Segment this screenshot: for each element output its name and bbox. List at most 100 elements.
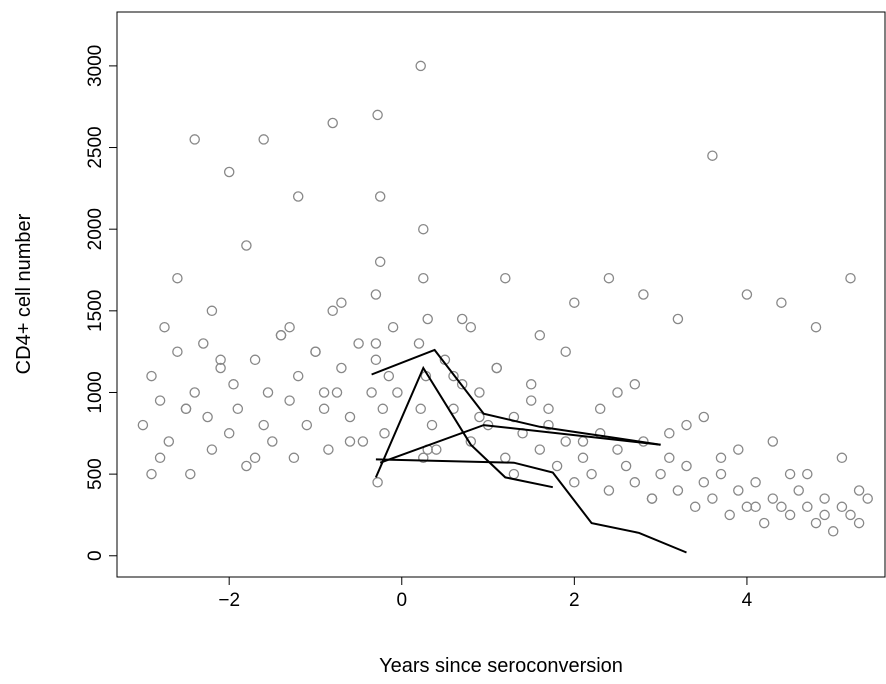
data-point <box>724 509 735 521</box>
trajectory-line-4 <box>375 458 687 554</box>
data-point <box>336 362 347 374</box>
data-point <box>327 117 338 129</box>
trajectory-line-2 <box>374 365 554 489</box>
data-point <box>249 354 261 366</box>
y-tick-label: 1500 <box>85 290 106 332</box>
data-point <box>387 321 399 333</box>
data-point <box>374 191 386 202</box>
data-point <box>448 370 459 382</box>
data-point <box>206 444 218 455</box>
data-point <box>415 403 426 415</box>
data-point <box>767 436 779 447</box>
data-point <box>655 468 666 480</box>
data-point <box>159 321 170 333</box>
data-point <box>629 477 641 488</box>
data-point <box>707 493 718 504</box>
data-point <box>465 436 477 447</box>
data-point <box>664 452 675 464</box>
data-point <box>241 240 252 251</box>
data-point <box>370 354 382 366</box>
data-point <box>379 428 390 439</box>
data-point <box>577 452 589 464</box>
data-point <box>418 223 429 235</box>
data-point <box>418 452 429 464</box>
data-point <box>301 419 313 431</box>
data-point <box>422 313 433 325</box>
data-point <box>292 370 304 382</box>
data-point <box>802 468 813 480</box>
data-point <box>689 501 701 513</box>
data-point <box>456 313 468 325</box>
data-point <box>275 330 287 341</box>
data-point <box>189 387 200 398</box>
data-point <box>750 477 761 488</box>
data-point <box>418 272 429 284</box>
data-point <box>249 452 261 464</box>
data-point <box>853 517 865 529</box>
data-point <box>620 460 632 472</box>
data-point <box>802 501 813 513</box>
data-point <box>862 493 873 504</box>
data-point <box>560 436 571 447</box>
data-point <box>383 370 395 382</box>
y-tick-label: 1000 <box>85 371 106 413</box>
data-point <box>258 419 269 431</box>
x-tick-label: 0 <box>396 590 407 611</box>
x-tick-label: 4 <box>742 590 753 611</box>
data-point <box>603 485 615 496</box>
data-point <box>172 346 183 357</box>
data-point <box>370 289 382 300</box>
data-point <box>357 436 369 447</box>
data-point <box>534 330 546 341</box>
data-point <box>392 387 403 398</box>
data-point <box>267 436 278 447</box>
data-point <box>543 419 554 431</box>
data-point <box>741 501 753 513</box>
data-point <box>681 460 692 472</box>
data-point <box>664 428 675 439</box>
data-point <box>284 321 295 333</box>
data-point <box>172 272 183 284</box>
data-point <box>232 403 244 415</box>
data-point <box>292 191 304 202</box>
y-tick-label: 3000 <box>85 45 106 87</box>
data-point <box>223 428 235 439</box>
data-point <box>733 444 744 455</box>
y-axis: 0 500 1000 1500 2000 2500 3000 <box>85 45 118 561</box>
data-point <box>262 387 274 398</box>
data-point <box>228 379 239 390</box>
data-point <box>241 460 252 472</box>
data-point <box>372 477 383 488</box>
plot-frame <box>116 11 886 578</box>
x-tick-label: 2 <box>569 590 580 611</box>
data-point <box>456 379 468 390</box>
trajectory-line-1 <box>371 348 661 446</box>
data-point <box>318 403 330 415</box>
data-point <box>146 468 157 480</box>
y-tick-label: 2500 <box>85 126 106 168</box>
y-tick-label: 0 <box>85 550 106 561</box>
y-axis-label: CD4+ cell number <box>13 213 35 374</box>
data-point <box>569 477 580 488</box>
data-point <box>154 452 166 464</box>
data-point <box>491 362 502 374</box>
data-point <box>810 321 822 333</box>
data-point <box>288 452 300 464</box>
data-point <box>758 517 770 529</box>
data-point <box>767 493 779 504</box>
data-point <box>344 411 356 423</box>
data-point <box>836 452 848 464</box>
data-point <box>845 509 856 521</box>
data-point <box>603 272 615 284</box>
data-point <box>543 403 554 415</box>
data-point <box>793 485 804 496</box>
data-point <box>698 411 710 423</box>
data-point <box>810 517 822 529</box>
data-point <box>534 444 546 455</box>
data-point <box>353 338 364 349</box>
data-point <box>750 501 761 513</box>
data-point <box>215 354 226 366</box>
data-point <box>202 411 213 423</box>
data-point <box>372 109 383 121</box>
